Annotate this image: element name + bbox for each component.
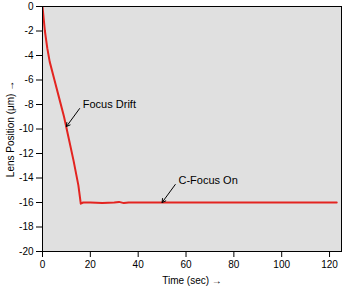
svg-text:C-Focus On: C-Focus On xyxy=(178,174,237,186)
svg-text:100: 100 xyxy=(273,259,290,270)
svg-text:0: 0 xyxy=(28,1,34,12)
svg-text:40: 40 xyxy=(133,259,145,270)
svg-text:-20: -20 xyxy=(19,246,34,257)
svg-text:-12: -12 xyxy=(19,148,34,159)
svg-text:0: 0 xyxy=(40,259,46,270)
svg-text:60: 60 xyxy=(180,259,192,270)
svg-text:80: 80 xyxy=(228,259,240,270)
svg-text:-18: -18 xyxy=(19,221,34,232)
svg-text:20: 20 xyxy=(85,259,97,270)
svg-text:Focus Drift: Focus Drift xyxy=(83,98,136,110)
svg-text:-10: -10 xyxy=(19,123,34,134)
svg-text:-8: -8 xyxy=(25,99,34,110)
svg-text:-4: -4 xyxy=(25,50,34,61)
svg-text:-14: -14 xyxy=(19,172,34,183)
svg-text:-16: -16 xyxy=(19,197,34,208)
svg-text:120: 120 xyxy=(321,259,338,270)
svg-text:Lens Position (μm) →: Lens Position (μm) → xyxy=(5,81,16,177)
svg-text:Time (sec) →: Time (sec) → xyxy=(162,275,222,286)
svg-text:-6: -6 xyxy=(25,74,34,85)
svg-text:-2: -2 xyxy=(25,25,34,36)
